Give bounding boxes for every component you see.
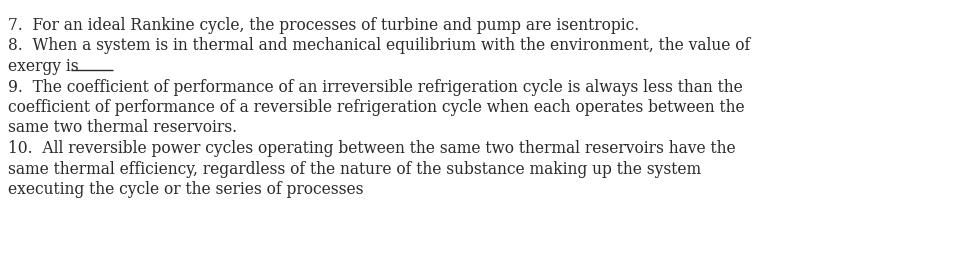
Text: exergy is: exergy is xyxy=(8,58,78,75)
Text: 7.  For an ideal Rankine cycle, the processes of turbine and pump are isentropic: 7. For an ideal Rankine cycle, the proce… xyxy=(8,17,640,34)
Text: coefficient of performance of a reversible refrigeration cycle when each operate: coefficient of performance of a reversib… xyxy=(8,99,745,116)
Text: 9.  The coefficient of performance of an irreversible refrigeration cycle is alw: 9. The coefficient of performance of an … xyxy=(8,78,743,95)
Text: executing the cycle or the series of processes: executing the cycle or the series of pro… xyxy=(8,181,363,198)
Text: same thermal efficiency, regardless of the nature of the substance making up the: same thermal efficiency, regardless of t… xyxy=(8,161,701,177)
Text: 10.  All reversible power cycles operating between the same two thermal reservoi: 10. All reversible power cycles operatin… xyxy=(8,140,735,157)
Text: same two thermal reservoirs.: same two thermal reservoirs. xyxy=(8,120,237,136)
Text: 8.  When a system is in thermal and mechanical equilibrium with the environment,: 8. When a system is in thermal and mecha… xyxy=(8,37,750,54)
